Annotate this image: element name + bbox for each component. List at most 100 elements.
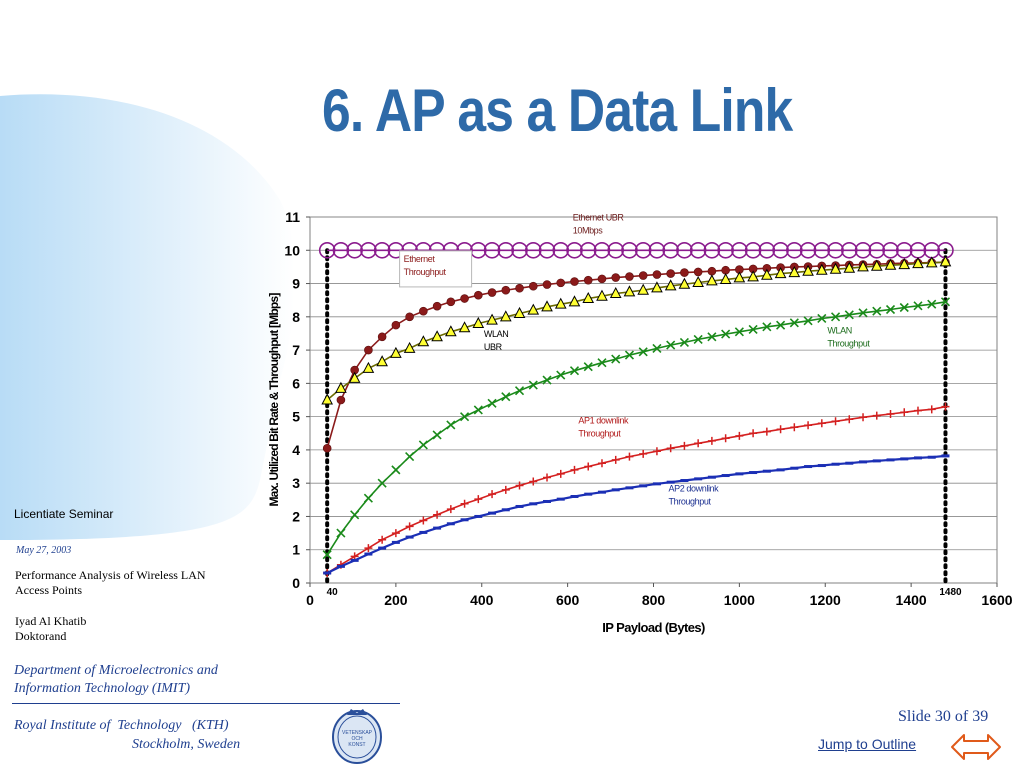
data-point <box>514 386 525 396</box>
data-point <box>524 241 542 259</box>
data-point <box>579 241 597 259</box>
data-point <box>940 297 951 307</box>
data-point <box>676 241 693 259</box>
data-point <box>391 465 401 475</box>
data-point <box>912 257 924 269</box>
data-point <box>501 285 511 295</box>
data-point <box>774 266 787 279</box>
jump-to-outline-link[interactable]: Jump to Outline <box>818 736 917 752</box>
data-point <box>515 283 524 293</box>
data-point <box>680 268 689 277</box>
data-point <box>790 423 799 432</box>
data-point <box>378 535 387 544</box>
data-point <box>817 419 826 428</box>
data-point <box>541 300 553 312</box>
data-point <box>542 280 552 289</box>
data-point <box>913 406 922 415</box>
paper-title-line-1: Performance Analysis of Wireless LAN <box>15 568 206 582</box>
series-line <box>326 301 946 556</box>
data-point <box>527 303 540 315</box>
x-tick-label: 600 <box>556 592 580 608</box>
data-point <box>804 421 813 430</box>
series-annotation: WLAN UBR <box>484 329 509 352</box>
data-point <box>584 462 593 471</box>
data-point <box>322 443 332 453</box>
data-point <box>364 345 373 355</box>
data-point <box>666 340 676 350</box>
x-axis-title: IP Payload (Bytes) <box>602 620 705 635</box>
annotation-line-2: 10Mbps <box>573 225 604 235</box>
y-tick-label: 5 <box>292 409 300 425</box>
data-point <box>487 288 497 297</box>
data-point <box>597 274 607 284</box>
data-point <box>885 304 896 315</box>
data-point <box>927 299 937 309</box>
data-point <box>733 271 746 283</box>
data-point <box>870 259 883 271</box>
data-point <box>803 316 813 326</box>
data-point <box>431 330 443 342</box>
x-tick-label: 1200 <box>810 592 841 608</box>
data-point <box>844 310 854 320</box>
data-point <box>776 320 786 330</box>
data-point <box>607 241 625 259</box>
data-point <box>623 285 636 297</box>
data-point <box>538 241 556 259</box>
gridlines <box>310 216 997 551</box>
data-point <box>556 370 566 380</box>
left-right-arrow-icon[interactable] <box>950 732 1002 762</box>
data-point <box>845 415 854 424</box>
annotation-line-1: WLAN <box>827 325 851 335</box>
data-point <box>332 241 350 259</box>
data-point <box>403 341 416 353</box>
data-point <box>651 281 663 293</box>
data-point <box>857 260 869 272</box>
series-triangle-yellow <box>321 255 952 405</box>
annotation-line-2: Throughput <box>404 267 447 277</box>
data-point <box>501 485 510 494</box>
paper-title: Performance Analysis of Wireless LAN Acc… <box>15 568 206 598</box>
data-point <box>899 302 909 313</box>
data-point <box>703 241 721 259</box>
data-point <box>707 332 717 342</box>
data-point <box>405 312 414 322</box>
data-point <box>513 306 526 318</box>
annotation-box <box>399 250 473 288</box>
data-point <box>391 320 401 330</box>
data-point <box>499 310 512 322</box>
data-point <box>497 241 515 259</box>
data-point <box>927 405 936 414</box>
data-point <box>776 425 785 434</box>
data-point <box>761 268 773 280</box>
data-point <box>638 271 648 280</box>
data-point <box>460 412 470 422</box>
data-point <box>432 430 442 440</box>
data-point <box>583 275 593 285</box>
data-point <box>363 493 373 503</box>
data-point <box>789 318 799 328</box>
x-tick-label: 1400 <box>896 592 927 608</box>
y-tick-label: 8 <box>292 309 300 325</box>
reference-line-label: 1480 <box>939 587 962 598</box>
data-point <box>336 395 346 405</box>
svg-text:OCH: OCH <box>351 736 363 742</box>
author-name: Iyad Al Khatib <box>15 614 87 628</box>
data-point <box>609 286 622 299</box>
data-point <box>941 402 950 411</box>
data-point <box>582 291 595 304</box>
data-point <box>376 355 388 367</box>
series-line <box>326 405 946 574</box>
seminar-label: Licentiate Seminar <box>14 507 114 521</box>
data-point <box>391 529 400 538</box>
data-point <box>554 297 567 309</box>
data-point <box>528 380 538 390</box>
data-point <box>596 289 608 301</box>
annotation-line-1: Ethernet <box>404 254 436 264</box>
data-point <box>625 452 634 461</box>
data-point <box>515 481 524 490</box>
data-point <box>827 241 844 259</box>
annotation-line-2: Throughput <box>669 497 712 507</box>
annotation-line-1: Ethernet UBR <box>573 212 625 222</box>
data-point <box>362 361 375 373</box>
